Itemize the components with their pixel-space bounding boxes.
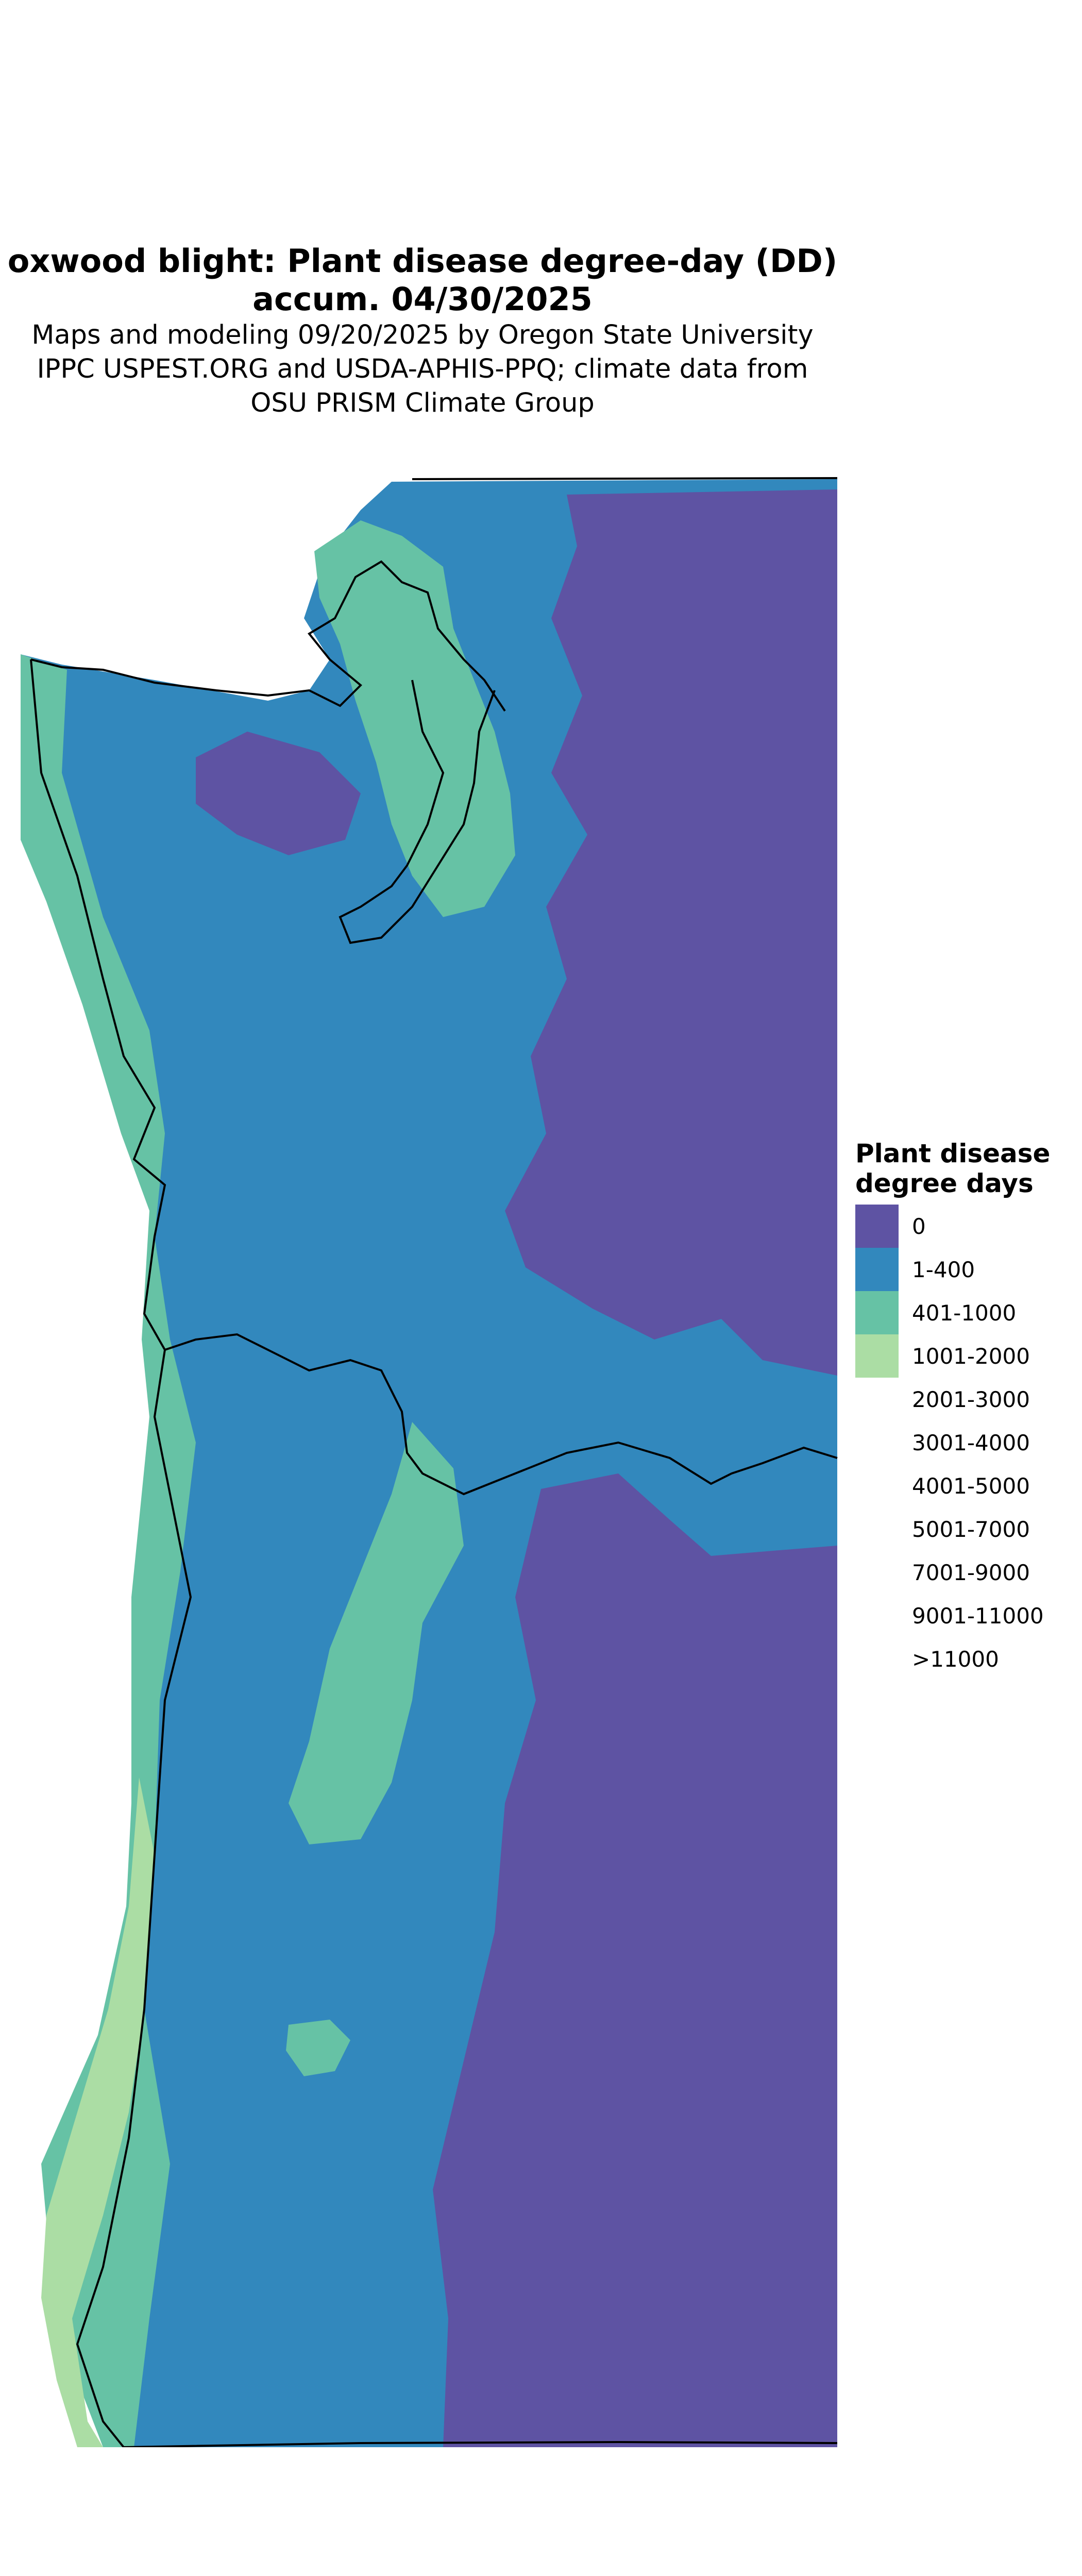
map-boundary-ca-border — [123, 2441, 838, 2447]
legend-swatch — [855, 1291, 899, 1334]
legend-item: 1001-2000 — [855, 1334, 1072, 1378]
map-title-line-2: accum. 04/30/2025 — [252, 280, 593, 318]
legend-swatch — [855, 1637, 899, 1681]
map-zone-oregon-interior — [433, 1473, 837, 2447]
legend-item: 1-400 — [855, 1248, 1072, 1291]
map-zone-cascades-wa — [505, 489, 837, 1376]
map-boundary-puget-sound — [339, 680, 496, 944]
legend-item: 3001-4000 — [855, 1421, 1072, 1464]
legend-item: 401-1000 — [855, 1291, 1072, 1334]
map-title-block: oxwood blight: Plant disease degree-day … — [0, 242, 845, 420]
legend-title-line-1: Plant disease — [855, 1139, 1051, 1168]
legend-swatch — [855, 1464, 899, 1507]
degree-day-map — [21, 477, 838, 2447]
map-boundary-canada — [412, 477, 838, 480]
legend-swatch — [855, 1378, 899, 1421]
map-zone-south-coast — [41, 1777, 155, 2447]
map-subtitle-line-3: OSU PRISM Climate Group — [250, 388, 595, 418]
map-title-line-1: oxwood blight: Plant disease degree-day … — [7, 242, 838, 280]
legend-title: Plant disease degree days — [855, 1139, 1072, 1198]
map-boundary-oregon-coast — [30, 659, 192, 2447]
legend-label: 7001-9000 — [912, 1560, 1030, 1585]
legend-label: 9001-11000 — [912, 1603, 1044, 1629]
legend-item: 2001-3000 — [855, 1378, 1072, 1421]
legend-rows: 0 1-400 401-1000 1001-2000 2001-3000 3001-400… — [855, 1205, 1072, 1681]
legend-title-line-2: degree days — [855, 1168, 1034, 1198]
map-subtitle-line-1: Maps and modeling 09/20/2025 by Oregon S… — [31, 320, 814, 350]
legend-swatch — [855, 1594, 899, 1637]
legend-item: 5001-7000 — [855, 1507, 1072, 1551]
legend-item: 4001-5000 — [855, 1464, 1072, 1507]
legend-label: >11000 — [912, 1646, 999, 1672]
map-legend: Plant disease degree days 0 1-400 401-1000… — [855, 1139, 1072, 1681]
legend-label: 1-400 — [912, 1257, 975, 1282]
legend-swatch — [855, 1507, 899, 1551]
legend-item: >11000 — [855, 1637, 1072, 1681]
legend-label: 1001-2000 — [912, 1343, 1030, 1369]
legend-swatch — [855, 1205, 899, 1248]
map-zone-olympics — [196, 732, 361, 855]
legend-item: 7001-9000 — [855, 1551, 1072, 1594]
legend-item: 9001-11000 — [855, 1594, 1072, 1637]
legend-swatch — [855, 1334, 899, 1378]
map-boundary-wa-coast — [30, 560, 506, 712]
legend-label: 0 — [912, 1213, 926, 1239]
legend-item: 0 — [855, 1205, 1072, 1248]
legend-swatch — [855, 1248, 899, 1291]
legend-label: 401-1000 — [912, 1300, 1017, 1326]
legend-swatch — [855, 1421, 899, 1464]
legend-label: 3001-4000 — [912, 1430, 1030, 1455]
map-zone-willamette — [289, 1422, 464, 1844]
map-zone-umpqua — [286, 2020, 350, 2076]
legend-label: 4001-5000 — [912, 1473, 1030, 1499]
legend-label: 2001-3000 — [912, 1386, 1030, 1412]
map-boundary-columbia-river — [164, 1333, 838, 1496]
map-subtitle-line-2: IPPC USPEST.ORG and USDA-APHIS-PPQ; clim… — [37, 354, 808, 384]
legend-label: 5001-7000 — [912, 1516, 1030, 1542]
legend-swatch — [855, 1551, 899, 1594]
